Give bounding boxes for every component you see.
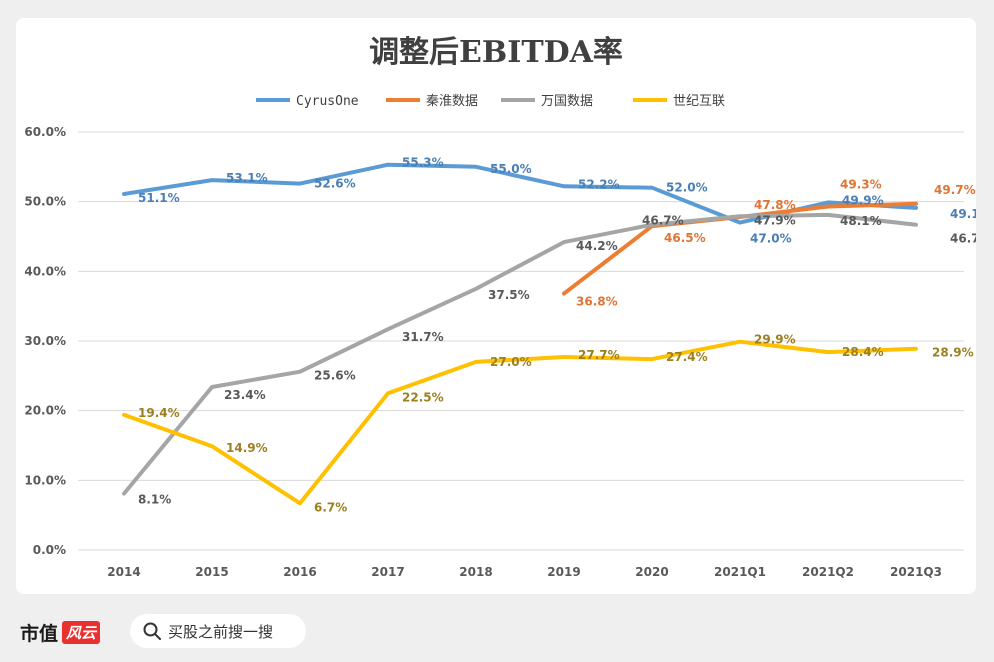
x-tick-label: 2021Q2 — [802, 565, 854, 579]
data-label: 25.6% — [314, 369, 356, 383]
brand-logo[interactable]: 市值 风云 — [20, 618, 101, 646]
x-tick-label: 2020 — [635, 565, 668, 579]
data-label: 27.7% — [578, 348, 620, 362]
data-label: 52.2% — [578, 177, 620, 191]
grid-lines — [78, 131, 964, 551]
x-tick-label: 2014 — [107, 565, 140, 579]
x-tick-label: 2016 — [283, 565, 316, 579]
data-label: 37.5% — [488, 288, 530, 302]
data-label: 22.5% — [402, 390, 444, 404]
y-tick-label: 20.0% — [24, 404, 66, 418]
chart: 调整后EBITDA率 0.0% 10.0% 20.0% 30.0% 40.0% 50.0%… — [24, 35, 976, 579]
data-label: 19.4% — [138, 406, 180, 420]
series-lines — [122, 162, 918, 506]
data-label: 23.4% — [224, 388, 266, 402]
data-label: 46.7% — [950, 232, 976, 246]
data-label: 49.1% — [950, 207, 976, 221]
legend-label: 世纪互联 — [673, 94, 725, 109]
x-tick-label: 2021Q3 — [890, 565, 942, 579]
data-label: 46.5% — [664, 231, 706, 245]
chart-title: 调整后EBITDA率 — [369, 35, 623, 70]
brand-text: 市值 — [20, 622, 59, 645]
chart-card: 调整后EBITDA率 0.0% 10.0% 20.0% 30.0% 40.0% 50.0%… — [16, 18, 976, 594]
data-label: 55.3% — [402, 156, 444, 170]
data-label: 31.7% — [402, 330, 444, 344]
y-tick-label: 30.0% — [24, 334, 66, 348]
x-axis: 2014 2015 2016 2017 2018 2019 2020 2021Q1 2021Q2… — [107, 565, 942, 579]
search-input[interactable]: 买股之前搜一搜 — [130, 614, 306, 648]
data-label: 29.9% — [754, 333, 796, 347]
data-label: 52.0% — [666, 181, 708, 195]
x-tick-label: 2018 — [459, 565, 492, 579]
legend-label: 秦淮数据 — [426, 94, 478, 109]
x-tick-label: 2019 — [547, 565, 580, 579]
footer-bar: 市值 风云 买股之前搜一搜 — [0, 600, 994, 662]
data-label: 51.1% — [138, 191, 180, 205]
legend: CyrusOne 秦淮数据 万国数据 世纪互联 — [256, 94, 725, 109]
search-icon — [143, 622, 161, 640]
data-label: 6.7% — [314, 500, 347, 514]
data-label: 27.0% — [490, 355, 532, 369]
y-tick-label: 60.0% — [24, 125, 66, 139]
x-tick-label: 2015 — [195, 565, 228, 579]
data-label: 28.4% — [842, 345, 884, 359]
search-placeholder: 买股之前搜一搜 — [168, 622, 274, 641]
legend-label: CyrusOne — [296, 94, 359, 109]
y-axis: 0.0% 10.0% 20.0% 30.0% 40.0% 50.0% 60.0% — [24, 125, 66, 557]
legend-label: 万国数据 — [541, 94, 593, 109]
y-tick-label: 10.0% — [24, 473, 66, 487]
y-tick-label: 0.0% — [33, 543, 66, 557]
data-label: 55.0% — [490, 162, 532, 176]
data-label: 49.9% — [842, 193, 884, 207]
y-tick-label: 50.0% — [24, 195, 66, 209]
data-label: 8.1% — [138, 493, 171, 507]
y-tick-label: 40.0% — [24, 264, 66, 278]
brand-badge: 风云 — [62, 620, 101, 644]
data-label: 28.9% — [932, 346, 974, 360]
data-label: 48.1% — [840, 214, 882, 228]
series-line — [122, 339, 918, 506]
data-labels: 51.1% 53.1% 52.6% 55.3% 55.0% 52.2% 52.0% 47.0%… — [138, 156, 976, 515]
series-line — [122, 212, 918, 496]
x-tick-label: 2021Q1 — [714, 565, 766, 579]
data-label: 53.1% — [226, 171, 268, 185]
data-label: 47.0% — [750, 232, 792, 246]
data-label: 49.7% — [934, 183, 976, 197]
data-label: 14.9% — [226, 441, 268, 455]
data-label: 52.6% — [314, 177, 356, 191]
data-label: 27.4% — [666, 350, 708, 364]
data-label: 36.8% — [576, 295, 618, 309]
x-tick-label: 2017 — [371, 565, 404, 579]
data-label: 47.8% — [754, 198, 796, 212]
data-label: 49.3% — [840, 178, 882, 192]
data-label: 44.2% — [576, 239, 618, 253]
data-label: 47.9% — [754, 213, 796, 227]
data-label: 46.7% — [642, 214, 684, 228]
